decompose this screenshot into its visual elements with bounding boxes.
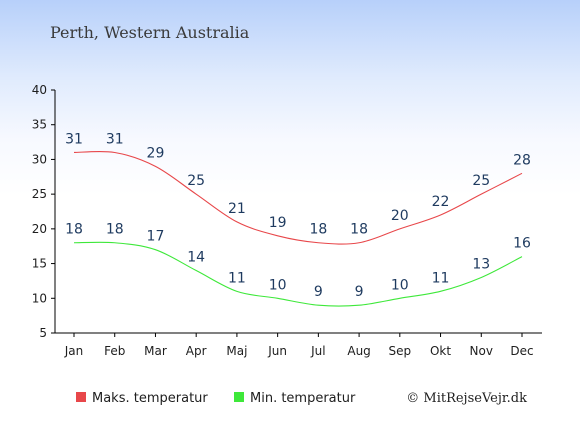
- x-tick-label: Feb: [104, 344, 125, 358]
- y-tick-label: 35: [32, 118, 47, 132]
- data-label: 17: [147, 229, 165, 245]
- series-line-min: [73, 241, 523, 307]
- data-label: 28: [513, 152, 531, 168]
- data-label: 18: [106, 222, 124, 238]
- data-label: 9: [314, 284, 323, 300]
- data-label: 11: [432, 270, 450, 286]
- data-label: 18: [350, 222, 368, 238]
- legend-swatch: [234, 392, 244, 402]
- data-label: 22: [432, 194, 450, 210]
- y-tick-label: 20: [32, 222, 47, 236]
- y-tick-label: 30: [32, 152, 47, 166]
- data-label: 31: [106, 131, 124, 147]
- series-line-max: [73, 150, 523, 245]
- data-label: 18: [65, 222, 83, 238]
- data-label: 31: [65, 131, 83, 147]
- data-label: 18: [309, 222, 327, 238]
- x-tick-label: Apr: [186, 344, 207, 358]
- credit-text: © MitRejseVejr.dk: [406, 391, 527, 406]
- x-tick-label: Nov: [470, 344, 493, 358]
- data-label: 25: [472, 173, 490, 189]
- legend-swatch: [76, 392, 86, 402]
- x-tick-label: Maj: [226, 344, 247, 358]
- legend: Maks. temperatur Min. temperatur: [76, 391, 356, 406]
- data-label: 14: [187, 250, 205, 266]
- data-label: 10: [269, 277, 287, 293]
- data-label: 20: [391, 208, 409, 224]
- axes: 5 10 15 20 25 30 35 40 Jan Feb Mar Apr Maj Jun Jul Aug S…: [32, 83, 542, 358]
- y-tick-label: 25: [32, 187, 47, 201]
- x-tick-label: Aug: [347, 344, 370, 358]
- data-labels: 31 31 29 25 21 19 18 18 20 22 25 28 18 18 17 14 11 10 9 9 10…: [65, 131, 531, 300]
- legend-label: Min. temperatur: [250, 391, 356, 406]
- x-tick-label: Jun: [267, 344, 287, 358]
- x-tick-label: Jan: [64, 344, 84, 358]
- legend-label: Maks. temperatur: [92, 391, 208, 406]
- x-tick-label: Mar: [144, 344, 167, 358]
- y-tick-label: 15: [32, 257, 47, 271]
- y-tick-label: 10: [32, 291, 47, 305]
- data-label: 29: [147, 145, 165, 161]
- y-tick-label: 40: [32, 83, 47, 97]
- series-layer: [73, 150, 523, 307]
- x-tick-label: Sep: [389, 344, 412, 358]
- data-label: 13: [472, 256, 490, 272]
- data-label: 9: [355, 284, 364, 300]
- chart-title: Perth, Western Australia: [50, 23, 250, 42]
- x-tick-label: Okt: [430, 344, 451, 358]
- data-label: 19: [269, 215, 287, 231]
- y-tick-label: 5: [39, 326, 47, 340]
- data-label: 11: [228, 270, 246, 286]
- x-tick-label: Dec: [510, 344, 533, 358]
- x-tick-label: Jul: [310, 344, 325, 358]
- data-label: 21: [228, 201, 246, 217]
- data-label: 25: [187, 173, 205, 189]
- data-label: 10: [391, 277, 409, 293]
- data-label: 16: [513, 236, 531, 252]
